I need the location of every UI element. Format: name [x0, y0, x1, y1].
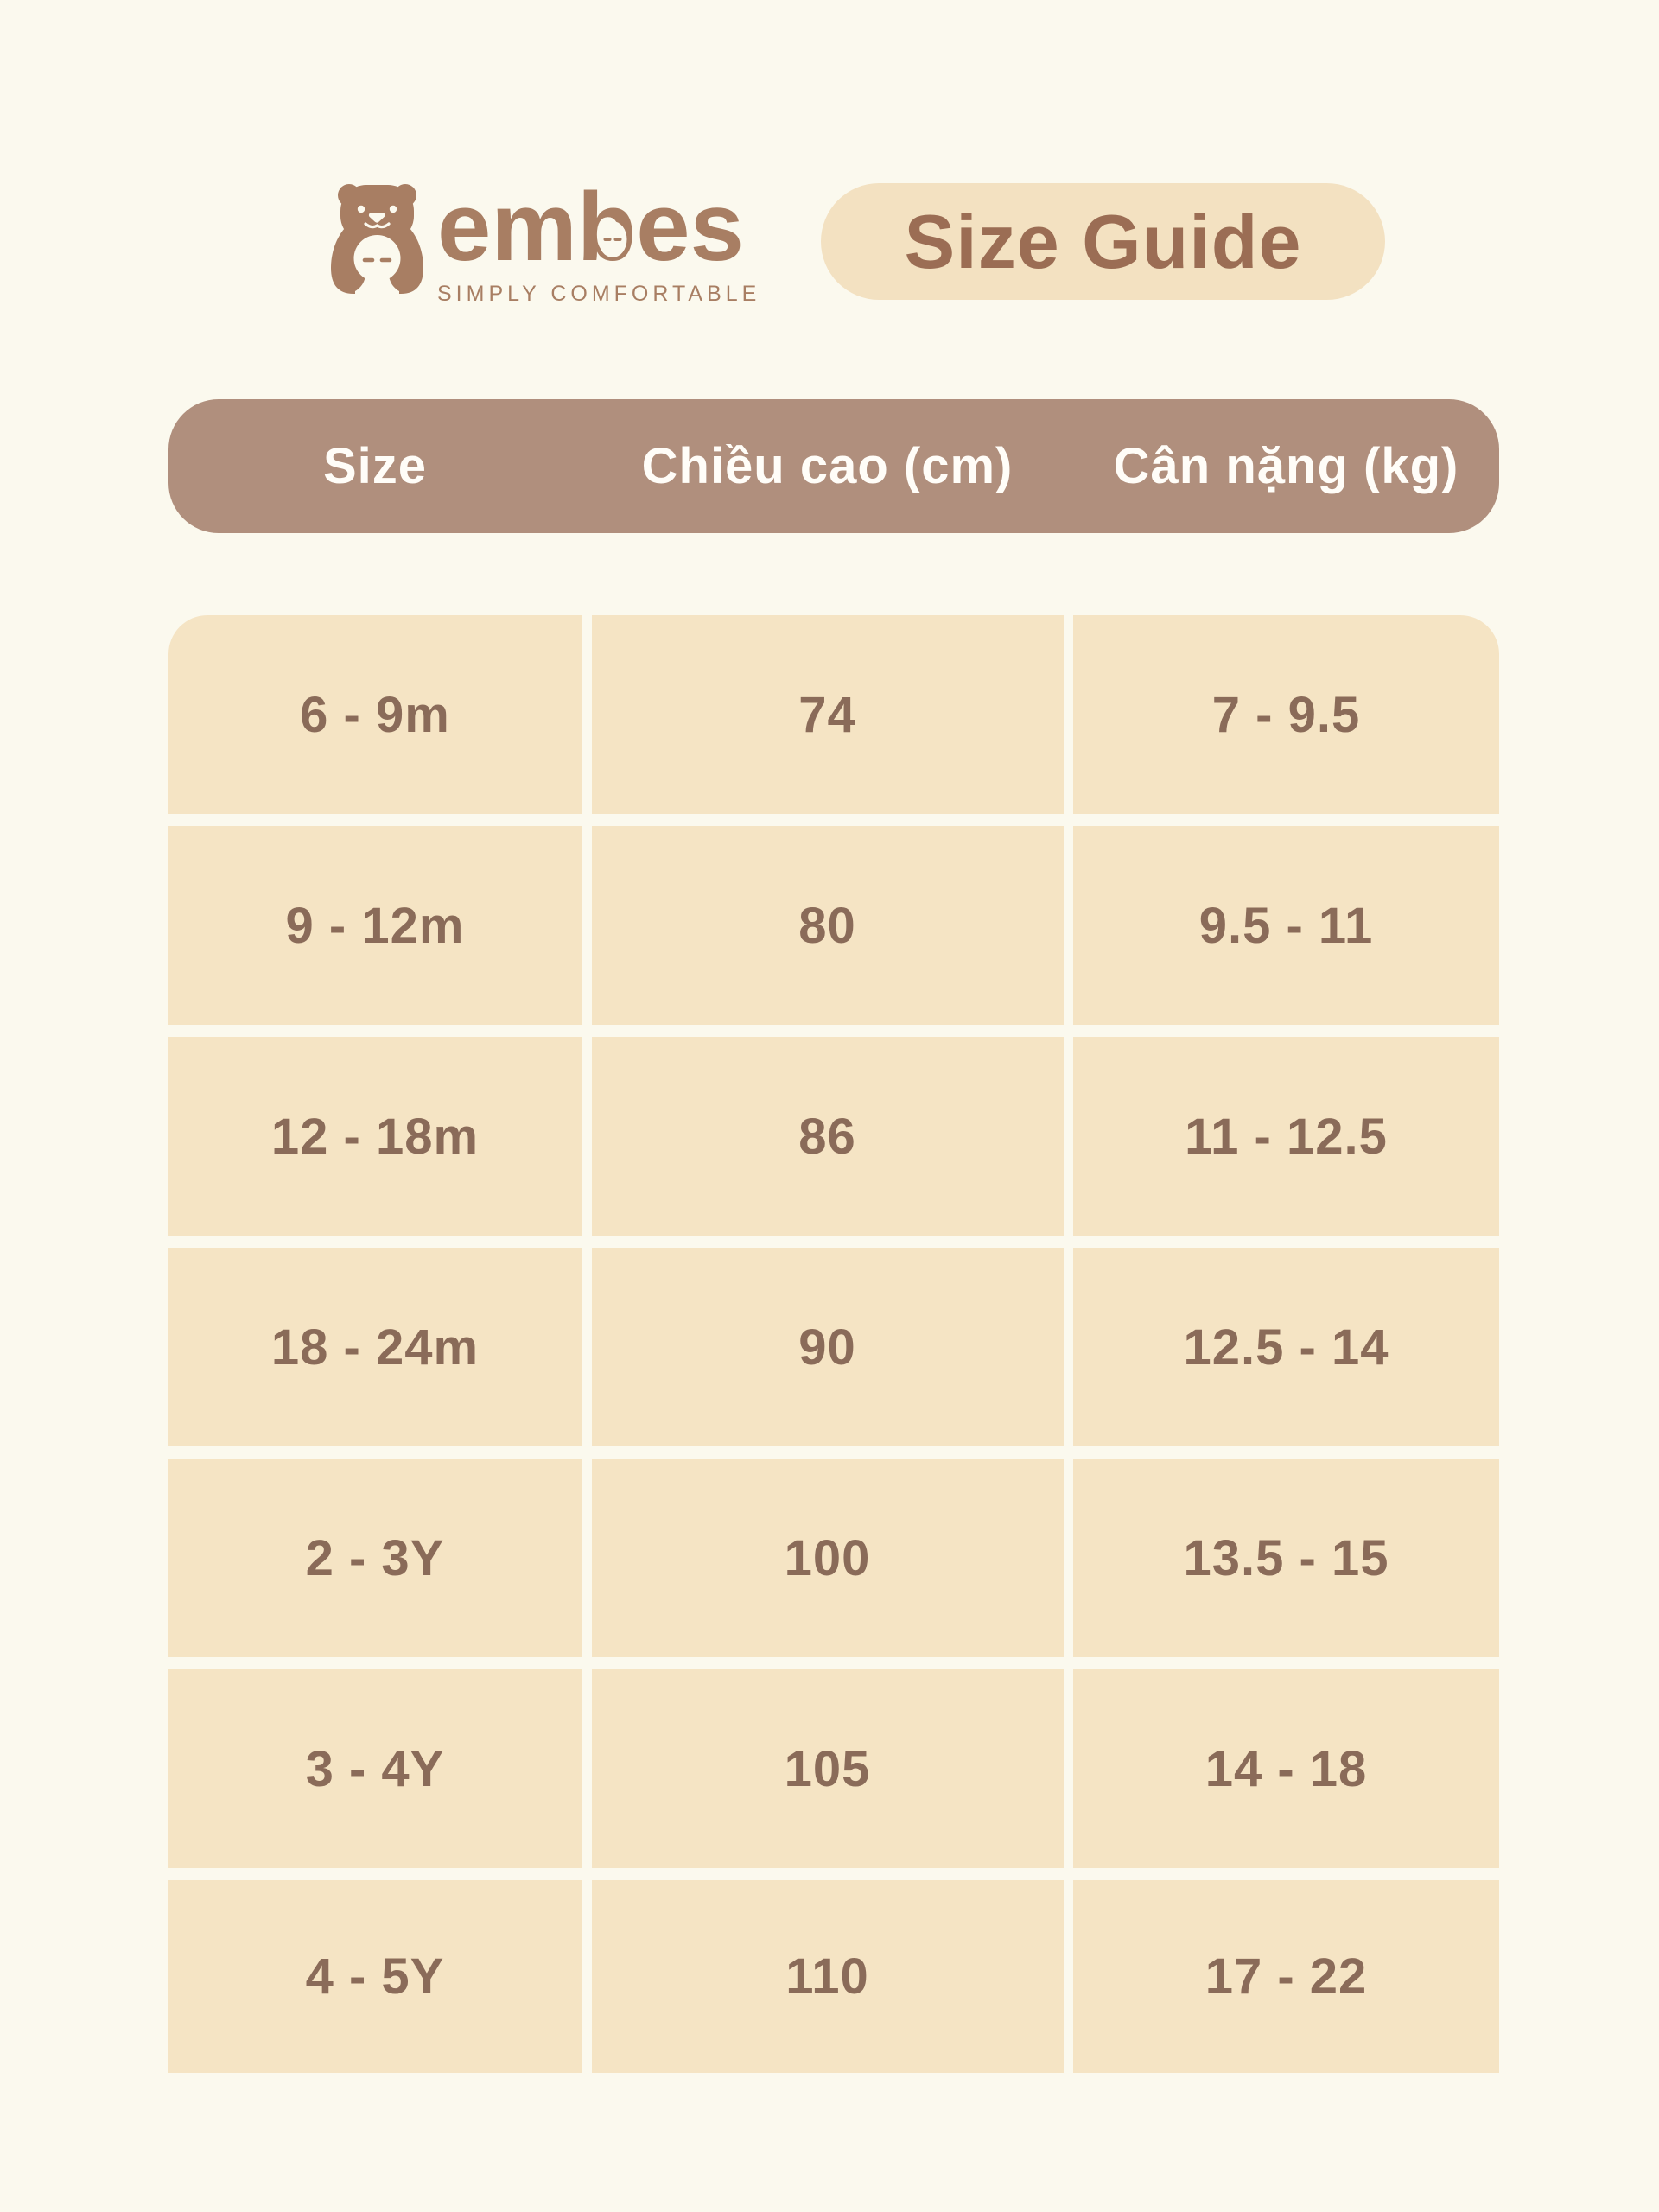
- table-cell-size: 9 - 12m: [168, 826, 582, 1025]
- table-cell-size: 2 - 3Y: [168, 1459, 582, 1657]
- table-cell-height: 100: [591, 1459, 1064, 1657]
- table-cell-height: 74: [591, 615, 1064, 814]
- table-cell-size: 4 - 5Y: [168, 1880, 582, 2073]
- table-cell-weight: 14 - 18: [1073, 1669, 1499, 1868]
- brand-wordmark: embes: [437, 173, 744, 281]
- table-cell-size: 18 - 24m: [168, 1248, 582, 1446]
- size-table: 6 - 9m 74 7 - 9.5 9 - 12m 80 9.5 - 11 12…: [168, 615, 1499, 2073]
- table-cell-height: 86: [591, 1037, 1064, 1236]
- table-cell-height: 105: [591, 1669, 1064, 1868]
- brand-tagline: SIMPLY COMFORTABLE: [437, 282, 761, 306]
- brand-block: embes SIMPLY COMFORTABLE: [437, 173, 783, 307]
- table-cell-height: 80: [591, 826, 1064, 1025]
- wordmark-baby-face-icon: [598, 221, 627, 257]
- table-cell-weight: 12.5 - 14: [1073, 1248, 1499, 1446]
- table-cell-weight: 17 - 22: [1073, 1880, 1499, 2073]
- table-header: Size Chiều cao (cm) Cân nặng (kg): [168, 399, 1499, 533]
- table-cell-size: 3 - 4Y: [168, 1669, 582, 1868]
- column-header-size: Size: [322, 438, 428, 494]
- table-cell-weight: 11 - 12.5: [1073, 1037, 1499, 1236]
- table-cell-weight: 9.5 - 11: [1073, 826, 1499, 1025]
- size-guide-badge: Size Guide: [821, 183, 1385, 300]
- bear-hugging-baby-icon: [331, 184, 423, 294]
- table-cell-weight: 13.5 - 15: [1073, 1459, 1499, 1657]
- table-cell-weight: 7 - 9.5: [1073, 615, 1499, 814]
- size-guide-badge-label: Size Guide: [904, 198, 1302, 284]
- table-cell-size: 12 - 18m: [168, 1037, 582, 1236]
- table-cell-height: 90: [591, 1248, 1064, 1446]
- table-cell-size: 6 - 9m: [168, 615, 582, 814]
- table-cell-height: 110: [591, 1880, 1064, 2073]
- column-header-weight: Cân nặng (kg): [1113, 438, 1459, 494]
- column-header-height: Chiều cao (cm): [641, 438, 1014, 494]
